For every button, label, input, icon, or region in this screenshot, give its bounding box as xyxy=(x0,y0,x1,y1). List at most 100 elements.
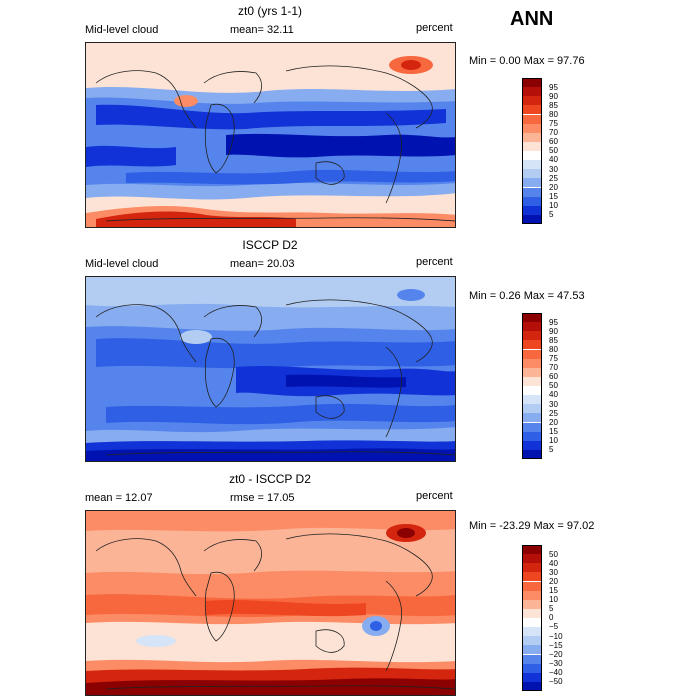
colorbar xyxy=(522,313,542,459)
colorbar-swatch xyxy=(522,214,542,224)
colorbar-tick: 15 xyxy=(549,427,558,436)
colorbar-tick: 50 xyxy=(549,550,558,559)
variable-label: Mid-level cloud xyxy=(85,258,159,270)
colorbar-tick: 60 xyxy=(549,372,558,381)
colorbar-tick: 15 xyxy=(549,192,558,201)
colorbar-tick: 50 xyxy=(549,381,558,390)
colorbar-swatch xyxy=(522,96,542,106)
colorbar xyxy=(522,545,542,691)
colorbar-tick: −10 xyxy=(549,632,563,641)
colorbar-tick: −5 xyxy=(549,622,559,631)
colorbar-tick: 90 xyxy=(549,92,558,101)
colorbar-swatch xyxy=(522,681,542,691)
colorbar-swatch xyxy=(522,105,542,115)
colorbar-tick: 25 xyxy=(549,174,558,183)
colorbar-swatch xyxy=(522,376,542,386)
colorbar-tick: 10 xyxy=(549,595,558,604)
colorbar-tick: −50 xyxy=(549,677,563,686)
colorbar-swatch xyxy=(522,590,542,600)
colorbar-tick: 60 xyxy=(549,137,558,146)
colorbar-tick: 5 xyxy=(549,604,554,613)
colorbar-tick: 10 xyxy=(549,436,558,445)
colorbar-swatch xyxy=(522,663,542,673)
colorbar-swatch xyxy=(522,123,542,133)
colorbar-tick: −40 xyxy=(549,668,563,677)
colorbar-swatch xyxy=(522,431,542,441)
colorbar-tick: 80 xyxy=(549,110,558,119)
units-label: percent xyxy=(416,490,453,502)
colorbar-tick: 30 xyxy=(549,400,558,409)
cloud-map xyxy=(85,42,456,228)
colorbar-tick: 5 xyxy=(549,210,554,219)
colorbar-tick: 95 xyxy=(549,318,558,327)
colorbar-swatch xyxy=(522,413,542,423)
colorbar-swatch xyxy=(522,196,542,206)
colorbar-tick: 10 xyxy=(549,201,558,210)
colorbar-swatch xyxy=(522,449,542,459)
colorbar-swatch xyxy=(522,322,542,332)
colorbar-swatch xyxy=(522,545,542,555)
colorbar-tick: −15 xyxy=(549,641,563,650)
colorbar-tick: 85 xyxy=(549,101,558,110)
colorbar-tick: 95 xyxy=(549,83,558,92)
variable-label: Mid-level cloud xyxy=(85,24,159,36)
season-label: ANN xyxy=(510,8,554,30)
colorbar-swatch xyxy=(522,132,542,142)
colorbar-swatch xyxy=(522,554,542,564)
colorbar-tick: 20 xyxy=(549,183,558,192)
colorbar-swatch xyxy=(522,422,542,432)
panel-title: zt0 (yrs 1-1) xyxy=(237,4,302,18)
colorbar-swatch xyxy=(522,636,542,646)
colorbar-swatch xyxy=(522,178,542,188)
colorbar-tick: −20 xyxy=(549,650,563,659)
colorbar-tick: 80 xyxy=(549,345,558,354)
mean-label: mean = 12.07 xyxy=(85,492,153,504)
panel-title: zt0 - ISCCP D2 xyxy=(229,472,311,486)
colorbar-tick: 20 xyxy=(549,577,558,586)
colorbar-tick: 40 xyxy=(549,155,558,164)
units-label: percent xyxy=(416,256,453,268)
units-label: percent xyxy=(416,22,453,34)
mean-label: mean= 32.11 xyxy=(230,24,294,36)
cloud-map xyxy=(85,510,456,696)
colorbar-swatch xyxy=(522,169,542,179)
mean-label: mean= 20.03 xyxy=(230,258,295,270)
colorbar-swatch xyxy=(522,313,542,323)
colorbar-swatch xyxy=(522,581,542,591)
colorbar-swatch xyxy=(522,599,542,609)
colorbar-tick: 15 xyxy=(549,586,558,595)
panel-title: ISCCP D2 xyxy=(242,238,298,252)
colorbar-tick: 5 xyxy=(549,445,554,454)
colorbar-tick: 85 xyxy=(549,336,558,345)
colorbar-swatch xyxy=(522,563,542,573)
colorbar-tick: 40 xyxy=(549,559,558,568)
colorbar-tick: 70 xyxy=(549,363,558,372)
minmax-label: Min = 0.00 Max = 97.76 xyxy=(469,55,585,67)
colorbar-tick: 0 xyxy=(549,613,554,622)
colorbar-tick: −30 xyxy=(549,659,563,668)
colorbar-swatch xyxy=(522,349,542,359)
colorbar-swatch xyxy=(522,87,542,97)
colorbar-swatch xyxy=(522,340,542,350)
colorbar-tick: 30 xyxy=(549,165,558,174)
colorbar-swatch xyxy=(522,440,542,450)
colorbar xyxy=(522,78,542,224)
colorbar-tick: 50 xyxy=(549,146,558,155)
colorbar-swatch xyxy=(522,78,542,88)
colorbar-swatch xyxy=(522,404,542,414)
minmax-label: Min = 0.26 Max = 47.53 xyxy=(469,290,585,302)
colorbar-swatch xyxy=(522,160,542,170)
colorbar-swatch xyxy=(522,331,542,341)
colorbar-tick: 70 xyxy=(549,128,558,137)
minmax-label: Min = -23.29 Max = 97.02 xyxy=(469,520,595,532)
cloud-map xyxy=(85,276,456,462)
colorbar-tick: 90 xyxy=(549,327,558,336)
colorbar-swatch xyxy=(522,618,542,628)
colorbar-swatch xyxy=(522,114,542,124)
colorbar-tick: 40 xyxy=(549,390,558,399)
colorbar-swatch xyxy=(522,386,542,396)
colorbar-tick: 30 xyxy=(549,568,558,577)
colorbar-tick: 75 xyxy=(549,119,558,128)
colorbar-swatch xyxy=(522,672,542,682)
colorbar-swatch xyxy=(522,205,542,215)
